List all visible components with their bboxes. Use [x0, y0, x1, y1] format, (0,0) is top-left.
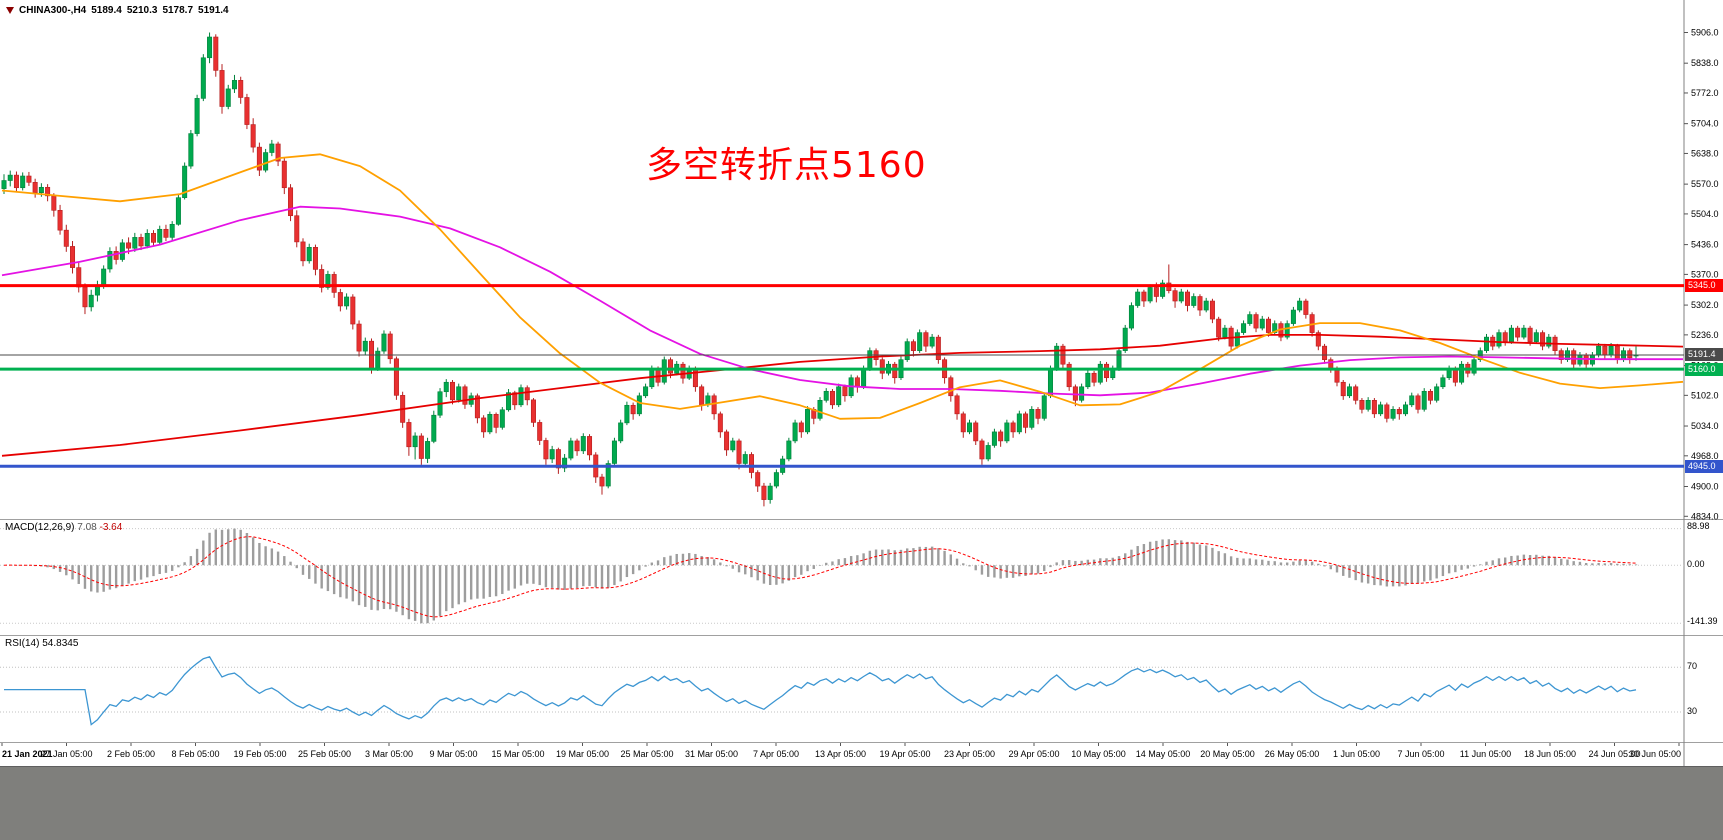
time-axis-label[interactable]: 7 Jun 05:00	[1397, 749, 1444, 759]
price-axis-label: 5168.0	[1691, 361, 1719, 371]
candlesticks	[1, 32, 1639, 507]
ma-mid-magenta[interactable]	[1, 205, 1683, 397]
price-axis-label: 5906.0	[1691, 27, 1719, 37]
time-axis-label[interactable]: 27 Jan 05:00	[40, 749, 92, 759]
price-axis-label: 5772.0	[1691, 88, 1719, 98]
time-axis-label[interactable]: 18 Jun 05:00	[1524, 749, 1576, 759]
time-axis-label[interactable]: 20 May 05:00	[1200, 749, 1255, 759]
price-axis-label: 5370.0	[1691, 269, 1719, 279]
time-axis-label[interactable]: 13 Apr 05:00	[815, 749, 866, 759]
ma-fast-orange[interactable]	[1, 153, 1684, 420]
time-axis-label[interactable]: 25 Mar 05:00	[620, 749, 673, 759]
price-axis-label: 5638.0	[1691, 148, 1719, 158]
macd-signal-line	[3, 536, 1637, 618]
time-axis-label[interactable]: 31 Mar 05:00	[685, 749, 738, 759]
price-axis-label: 5236.0	[1691, 330, 1719, 340]
time-axis-label[interactable]: 24 Jun 05:00	[1588, 749, 1640, 759]
time-axis-label[interactable]: 8 Feb 05:00	[171, 749, 219, 759]
time-axis-label[interactable]: 26 May 05:00	[1265, 749, 1320, 759]
time-axis-label[interactable]: 19 Mar 05:00	[556, 749, 609, 759]
rsi-line	[4, 656, 1637, 726]
price-axis-label: 4900.0	[1691, 482, 1719, 492]
macd-histogram	[9, 528, 1638, 624]
time-axis-label[interactable]: 19 Feb 05:00	[233, 749, 286, 759]
time-axis-label[interactable]: 21 Jan 2021	[2, 749, 53, 759]
time-axis-label[interactable]: 3 Mar 05:00	[365, 749, 413, 759]
price-axis-label: 5838.0	[1691, 58, 1719, 68]
time-axis-label[interactable]: 7 Apr 05:00	[753, 749, 799, 759]
time-axis-label[interactable]: 23 Apr 05:00	[944, 749, 995, 759]
ma-slow-red[interactable]	[1, 334, 1684, 457]
time-axis-label[interactable]: 15 Mar 05:00	[491, 749, 544, 759]
price-axis-label: 5704.0	[1691, 119, 1719, 129]
time-axis-label[interactable]: 30 Jun 05:00	[1629, 749, 1681, 759]
time-axis-label[interactable]: 10 May 05:00	[1071, 749, 1126, 759]
time-axis-label[interactable]: 29 Apr 05:00	[1008, 749, 1059, 759]
price-axis-label: 5302.0	[1691, 300, 1719, 310]
price-axis-label: 5034.0	[1691, 421, 1719, 431]
price-axis-label: 5570.0	[1691, 179, 1719, 189]
time-axis-label[interactable]: 14 May 05:00	[1136, 749, 1191, 759]
price-axis-label: 5436.0	[1691, 240, 1719, 250]
time-axis-label[interactable]: 2 Feb 05:00	[107, 749, 155, 759]
time-axis-label[interactable]: 11 Jun 05:00	[1460, 749, 1511, 759]
time-axis-label[interactable]: 1 Jun 05:00	[1333, 749, 1380, 759]
price-axis-label: 4968.0	[1691, 451, 1719, 461]
time-axis-label[interactable]: 9 Mar 05:00	[429, 749, 477, 759]
price-axis-label: 5504.0	[1691, 209, 1719, 219]
price-axis-label: 5102.0	[1691, 390, 1719, 400]
price-axis-label: 4834.0	[1691, 511, 1719, 521]
time-axis-label[interactable]: 25 Feb 05:00	[298, 749, 351, 759]
time-axis-label[interactable]: 19 Apr 05:00	[879, 749, 930, 759]
